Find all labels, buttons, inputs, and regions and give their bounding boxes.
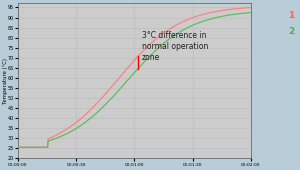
Legend: 1, 2: 1, 2 [286, 10, 296, 37]
Text: 3°C difference in
normal operation
zone: 3°C difference in normal operation zone [142, 31, 208, 62]
Y-axis label: Temperature (°C): Temperature (°C) [4, 58, 8, 104]
